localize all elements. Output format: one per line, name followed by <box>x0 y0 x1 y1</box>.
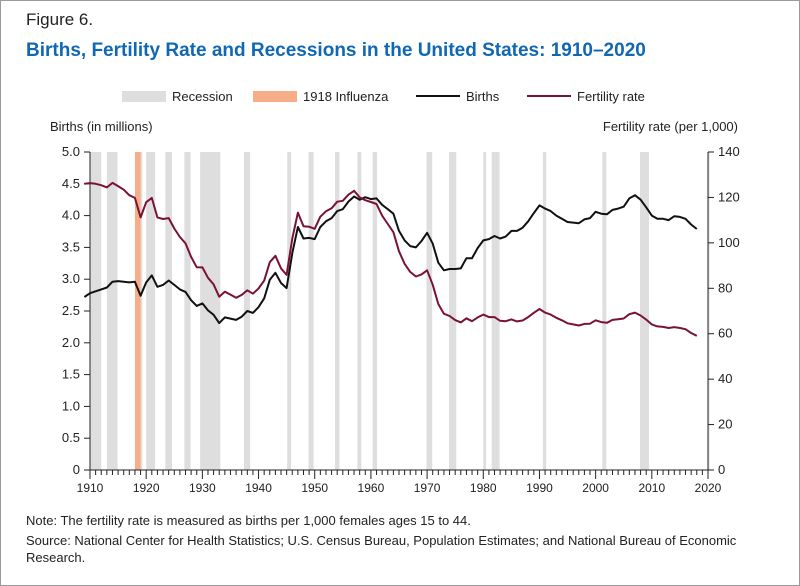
y-tick-label: 1.0 <box>62 398 80 413</box>
left-axis-title: Births (in millions) <box>50 119 153 134</box>
x-tick-label: 1910 <box>77 481 104 495</box>
x-tick-label: 1920 <box>133 481 160 495</box>
y-tick-label: 0.5 <box>62 430 80 445</box>
recession-bar <box>334 152 340 470</box>
recession-bar <box>640 152 650 470</box>
footnotes: Note: The fertility rate is measured as … <box>26 512 766 569</box>
figure-label: Figure 6. <box>26 10 94 29</box>
x-tick-label: 1980 <box>470 481 497 495</box>
y2-tick-label: 20 <box>718 417 732 432</box>
recession-bar <box>357 152 362 470</box>
births-line <box>83 194 698 325</box>
recession-bar <box>483 152 487 470</box>
legend-item-births: Births <box>416 86 499 106</box>
y-tick-label: 3.5 <box>62 239 80 254</box>
y2-tick-label: 40 <box>718 371 732 386</box>
x-tick-label: 2020 <box>695 481 722 495</box>
recession-bar <box>90 152 102 470</box>
influenza-bar <box>134 152 141 470</box>
x-tick-label: 2000 <box>582 481 609 495</box>
y-tick-label: 0 <box>73 462 80 477</box>
fertility-rate-line <box>84 181 698 337</box>
y-tick-label: 2.0 <box>62 335 80 350</box>
y-tick-label: 4.0 <box>62 208 80 223</box>
recession-bar <box>372 152 378 470</box>
y-tick-label: 3.0 <box>62 271 80 286</box>
x-tick-label: 1940 <box>245 481 272 495</box>
y2-tick-label: 80 <box>718 280 732 295</box>
x-tick-label: 1960 <box>358 481 385 495</box>
y-tick-label: 5.0 <box>62 144 80 159</box>
y2-tick-label: 0 <box>718 462 725 477</box>
recession-bar <box>165 152 173 470</box>
fertility-line-swatch <box>527 95 571 97</box>
figure-title: Births, Fertility Rate and Recessions in… <box>26 40 646 61</box>
recession-bar <box>184 152 191 470</box>
recession-swatch <box>122 90 166 102</box>
y2-tick-label: 120 <box>718 189 740 204</box>
y-tick-label: 4.5 <box>62 176 80 191</box>
legend-label-births: Births <box>466 88 500 104</box>
legend-label-fertility: Fertility rate <box>577 88 645 104</box>
legend-item-influenza: 1918 Influenza <box>253 86 388 106</box>
legend-label-recession: Recession <box>172 88 233 104</box>
legend-item-recession: Recession <box>122 86 233 106</box>
y2-tick-label: 60 <box>718 326 732 341</box>
legend-item-fertility: Fertility rate <box>527 86 645 106</box>
x-tick-label: 1930 <box>189 481 216 495</box>
x-tick-label: 2010 <box>638 481 665 495</box>
x-tick-label: 1950 <box>301 481 328 495</box>
recession-bar <box>542 152 547 470</box>
recession-bar <box>449 152 457 470</box>
recession-bar <box>491 152 500 470</box>
x-tick-label: 1990 <box>526 481 553 495</box>
y-tick-label: 1.5 <box>62 367 80 382</box>
note-text: Note: The fertility rate is measured as … <box>26 513 471 528</box>
recession-bar <box>426 152 433 470</box>
recession-bar <box>602 152 607 470</box>
influenza-swatch <box>253 90 297 102</box>
recession-bar <box>708 152 710 470</box>
x-tick-label: 1970 <box>414 481 441 495</box>
y-tick-label: 2.5 <box>62 303 80 318</box>
right-axis-title: Fertility rate (per 1,000) <box>602 119 738 134</box>
y2-tick-label: 100 <box>718 235 740 250</box>
recession-bar <box>308 152 314 470</box>
recession-bar <box>106 152 118 470</box>
y2-tick-label: 140 <box>718 144 740 159</box>
recession-bar <box>287 152 292 470</box>
births-line-swatch <box>416 95 460 97</box>
chart-area: 0 0.5 1.0 1.5 2.0 2.5 3.0 3.5 4.0 4.5 5.0 0 20 40 60 80… <box>62 144 740 495</box>
legend-label-influenza: 1918 Influenza <box>303 88 389 104</box>
source-text: Source: National Center for Health Stati… <box>26 533 737 565</box>
recession-bar <box>146 152 156 470</box>
